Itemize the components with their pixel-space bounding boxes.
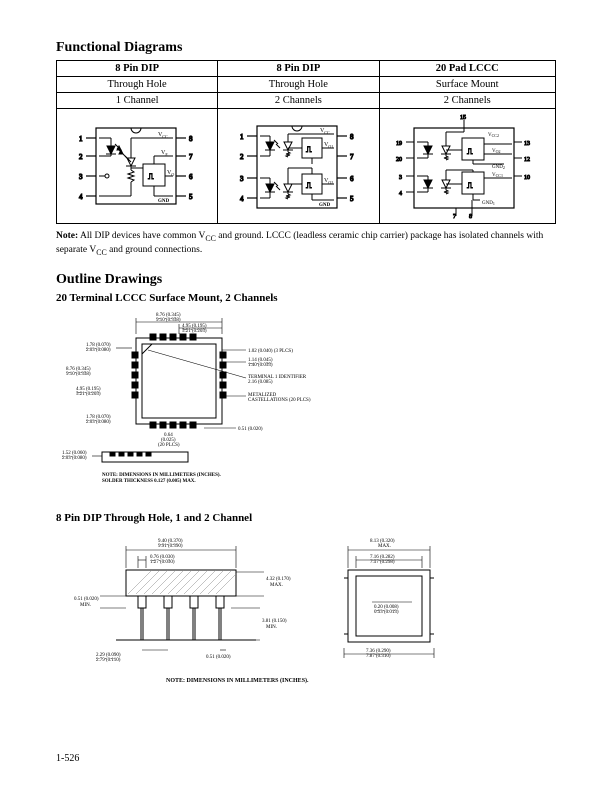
- svg-text:VCC: VCC: [320, 128, 330, 135]
- svg-text:3: 3: [240, 175, 244, 183]
- svg-text:1.40 (0.055): 1.40 (0.055): [248, 363, 273, 368]
- svg-text:0.33 (0.013): 0.33 (0.013): [374, 610, 399, 615]
- table-cell: Through Hole: [57, 77, 218, 93]
- lccc-diagram-cell: 15 19 20 3 4 13 12 10 7 8: [379, 109, 556, 224]
- svg-text:MAX.: MAX.: [270, 583, 283, 588]
- svg-text:8: 8: [350, 133, 354, 141]
- svg-text:6: 6: [350, 175, 354, 183]
- dip2-diagram: 1 2 3 4 8 7 6 5: [222, 116, 372, 216]
- svg-text:2.03 (0.080): 2.03 (0.080): [62, 456, 87, 461]
- svg-text:3: 3: [399, 175, 402, 181]
- svg-text:4: 4: [399, 191, 402, 197]
- svg-text:12: 12: [524, 157, 530, 163]
- dip-outline-drawing: 9.40 (0.370) 9.91 (0.390) 0.76 (0.030) 1…: [56, 530, 496, 700]
- svg-text:2.03 (0.080): 2.03 (0.080): [86, 348, 111, 353]
- svg-text:MIN.: MIN.: [80, 603, 91, 608]
- svg-text:20: 20: [396, 157, 402, 163]
- svg-text:4: 4: [79, 193, 83, 201]
- outline-drawings-title: Outline Drawings: [56, 272, 556, 288]
- functional-diagrams-title: Functional Diagrams: [56, 40, 556, 56]
- svg-text:0.51 (0.020): 0.51 (0.020): [74, 597, 99, 602]
- svg-text:7: 7: [453, 214, 456, 219]
- svg-text:GND2: GND2: [492, 165, 505, 170]
- svg-text:CASTELLATIONS (20 PLCS): CASTELLATIONS (20 PLCS): [248, 398, 311, 403]
- svg-text:⎍: ⎍: [148, 172, 154, 181]
- svg-text:MIN.: MIN.: [266, 625, 277, 630]
- svg-text:SOLDER THICKNESS 0.127 (0.005): SOLDER THICKNESS 0.127 (0.005) MAX.: [102, 479, 196, 484]
- dip2-diagram-cell: 1 2 3 4 8 7 6 5: [218, 109, 379, 224]
- lccc-diagram: 15 19 20 3 4 13 12 10 7 8: [384, 114, 549, 219]
- svg-text:5.21 (0.205): 5.21 (0.205): [182, 329, 207, 334]
- svg-text:GND1: GND1: [482, 201, 495, 206]
- svg-text:6: 6: [189, 173, 193, 181]
- svg-text:0.51 (0.020): 0.51 (0.020): [238, 427, 263, 432]
- svg-text:1: 1: [240, 133, 244, 141]
- dip1-diagram-cell: 1 2 3 4 8 7 6 5: [57, 109, 218, 224]
- svg-text:5: 5: [350, 195, 354, 203]
- svg-text:⎍: ⎍: [467, 147, 473, 156]
- table-header: 8 Pin DIP: [218, 61, 379, 77]
- page-number: 1-526: [56, 753, 79, 764]
- svg-text:0.51 (0.020): 0.51 (0.020): [206, 655, 231, 660]
- svg-text:(20 PLCS): (20 PLCS): [158, 443, 180, 448]
- svg-text:3.81 (0.150): 3.81 (0.150): [262, 619, 287, 624]
- svg-text:1.27 (0.050): 1.27 (0.050): [150, 560, 175, 565]
- svg-text:VE: VE: [161, 150, 168, 157]
- svg-text:2: 2: [240, 153, 244, 161]
- svg-text:1: 1: [79, 135, 83, 143]
- svg-text:13: 13: [524, 141, 530, 147]
- table-cell: Through Hole: [218, 77, 379, 93]
- svg-text:VO2: VO2: [492, 149, 501, 154]
- svg-text:VO: VO: [167, 170, 174, 177]
- svg-text:19: 19: [396, 141, 402, 147]
- svg-text:3: 3: [79, 173, 83, 181]
- svg-text:VO2: VO2: [324, 178, 333, 185]
- svg-text:NOTE: DIMENSIONS IN MILLIMETE: NOTE: DIMENSIONS IN MILLIMETERS (INCHES)…: [166, 677, 309, 684]
- svg-text:4.32 (0.170): 4.32 (0.170): [266, 577, 291, 582]
- svg-text:1.02 (0.040) (3 PLCS): 1.02 (0.040) (3 PLCS): [248, 349, 293, 354]
- svg-text:7.87 (0.310): 7.87 (0.310): [366, 654, 391, 659]
- svg-text:5: 5: [189, 193, 193, 201]
- lccc-outline-subtitle: 20 Terminal LCCC Surface Mount, 2 Channe…: [56, 292, 556, 304]
- svg-text:2.79 (0.110): 2.79 (0.110): [96, 658, 121, 663]
- lccc-outline-drawing: 8.76 (0.345) 9.10 (0.358) 4.95 (0.195) 5…: [56, 310, 356, 490]
- table-cell: 2 Channels: [379, 93, 556, 109]
- svg-text:2: 2: [79, 153, 83, 161]
- dip1-diagram: 1 2 3 4 8 7 6 5: [61, 116, 211, 216]
- svg-text:VCC2: VCC2: [488, 133, 499, 138]
- svg-text:10: 10: [524, 175, 530, 181]
- svg-text:7: 7: [189, 153, 193, 161]
- svg-text:VCC: VCC: [158, 132, 168, 139]
- svg-text:⎍: ⎍: [306, 181, 312, 190]
- note-text: Note: All DIP devices have common VCC an…: [56, 230, 556, 258]
- svg-text:NOTE: DIMENSIONS IN MILLIMETER: NOTE: DIMENSIONS IN MILLIMETERS (INCHES)…: [102, 473, 222, 478]
- svg-text:⎍: ⎍: [306, 145, 312, 154]
- svg-text:4: 4: [240, 195, 244, 203]
- svg-text:2.16 (0.085): 2.16 (0.085): [248, 380, 273, 385]
- svg-text:8: 8: [469, 214, 472, 219]
- dip-outline-subtitle: 8 Pin DIP Through Hole, 1 and 2 Channel: [56, 512, 556, 524]
- svg-text:MAX.: MAX.: [378, 544, 391, 549]
- svg-text:9.91 (0.390): 9.91 (0.390): [158, 544, 183, 549]
- svg-text:15: 15: [460, 115, 466, 121]
- svg-text:GND: GND: [319, 203, 331, 208]
- svg-text:7: 7: [350, 153, 354, 161]
- table-header: 8 Pin DIP: [57, 61, 218, 77]
- table-cell: 1 Channel: [57, 93, 218, 109]
- svg-text:8: 8: [189, 135, 193, 143]
- svg-text:5.21 (0.205): 5.21 (0.205): [76, 392, 101, 397]
- table-header: 20 Pad LCCC: [379, 61, 556, 77]
- svg-text:9.10 (0.358): 9.10 (0.358): [156, 318, 181, 323]
- table-cell: Surface Mount: [379, 77, 556, 93]
- svg-text:VCC1: VCC1: [492, 173, 503, 178]
- svg-text:⎍: ⎍: [467, 181, 473, 190]
- svg-text:9.10 (0.358): 9.10 (0.358): [66, 372, 91, 377]
- svg-text:GND: GND: [158, 199, 170, 204]
- functional-diagrams-table: 8 Pin DIP 8 Pin DIP 20 Pad LCCC Through …: [56, 60, 556, 224]
- svg-text:VO1: VO1: [324, 142, 333, 149]
- svg-text:2.03 (0.080): 2.03 (0.080): [86, 420, 111, 425]
- svg-text:7.57 (0.298): 7.57 (0.298): [370, 560, 395, 565]
- table-cell: 2 Channels: [218, 93, 379, 109]
